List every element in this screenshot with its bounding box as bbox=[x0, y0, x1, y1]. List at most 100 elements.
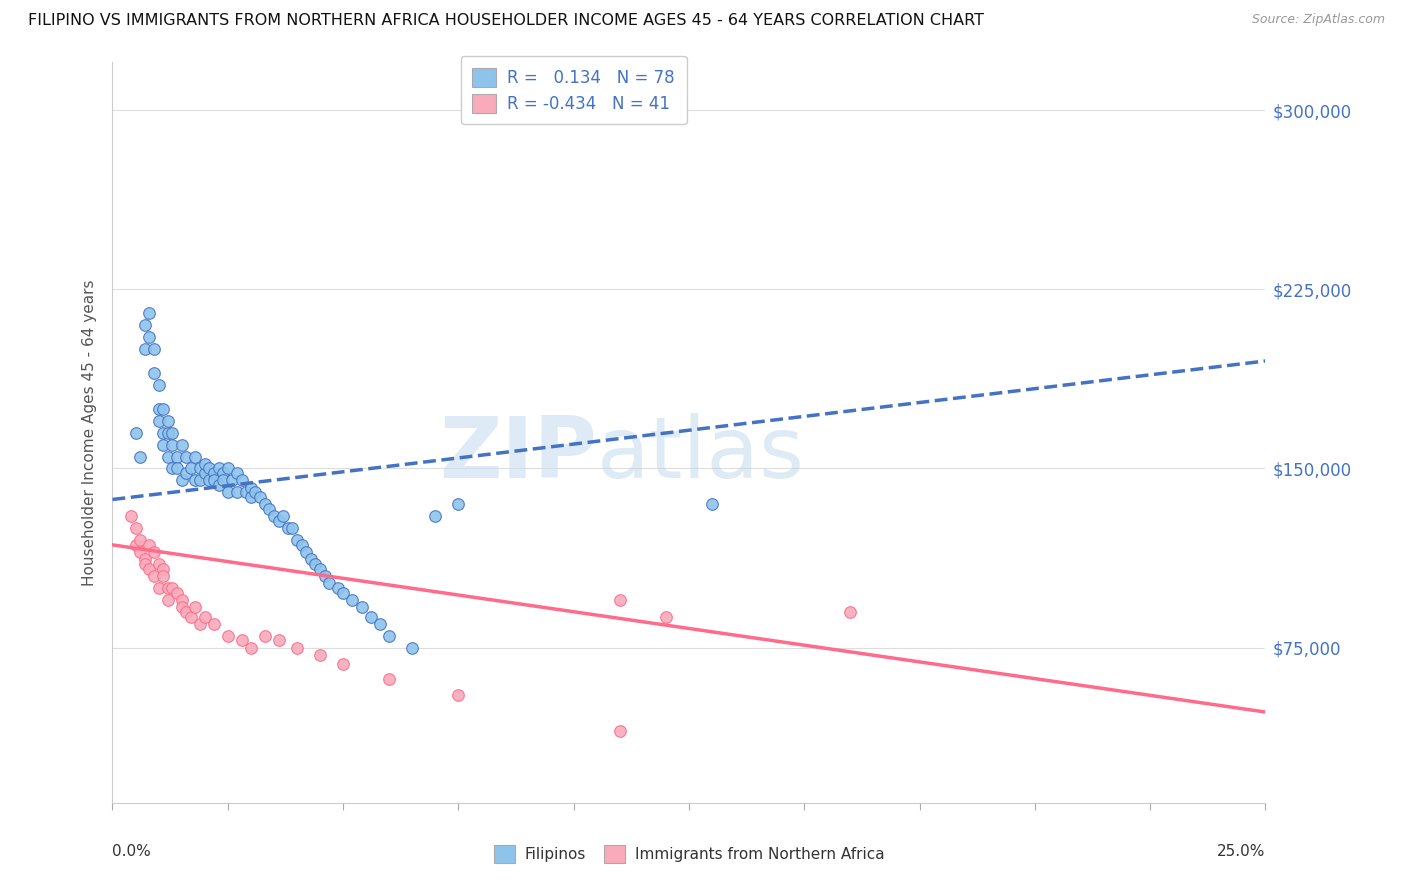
Point bbox=[134, 318, 156, 333]
Point bbox=[143, 545, 166, 559]
Point bbox=[202, 467, 225, 481]
Legend: Filipinos, Immigrants from Northern Africa: Filipinos, Immigrants from Northern Afri… bbox=[488, 839, 890, 869]
Point bbox=[231, 633, 253, 648]
Point bbox=[174, 605, 197, 619]
Point bbox=[217, 461, 239, 475]
Point bbox=[212, 467, 235, 481]
Point bbox=[226, 485, 249, 500]
Point bbox=[239, 640, 262, 655]
Point bbox=[162, 581, 184, 595]
Point bbox=[239, 481, 262, 495]
Point bbox=[194, 457, 217, 471]
Point bbox=[277, 521, 299, 535]
Point bbox=[447, 689, 470, 703]
Point bbox=[332, 585, 354, 599]
Point bbox=[281, 521, 304, 535]
Point bbox=[609, 592, 631, 607]
Point bbox=[253, 629, 276, 643]
Point bbox=[188, 616, 211, 631]
Point bbox=[378, 672, 401, 686]
Point bbox=[180, 609, 202, 624]
Point bbox=[221, 474, 243, 488]
Point bbox=[198, 474, 221, 488]
Point bbox=[249, 490, 271, 504]
Point bbox=[156, 414, 179, 428]
Point bbox=[447, 497, 470, 511]
Point bbox=[194, 609, 217, 624]
Point bbox=[170, 437, 193, 451]
Point bbox=[839, 605, 862, 619]
Text: Source: ZipAtlas.com: Source: ZipAtlas.com bbox=[1251, 13, 1385, 27]
Point bbox=[425, 509, 447, 524]
Point bbox=[207, 461, 229, 475]
Point bbox=[198, 461, 221, 475]
Point bbox=[259, 502, 281, 516]
Point bbox=[162, 461, 184, 475]
Point bbox=[138, 562, 160, 576]
Point bbox=[226, 467, 249, 481]
Point bbox=[299, 552, 322, 566]
Point bbox=[368, 616, 391, 631]
Point bbox=[143, 342, 166, 356]
Point bbox=[148, 414, 170, 428]
Point bbox=[239, 490, 262, 504]
Text: ZIP: ZIP bbox=[439, 413, 596, 496]
Point bbox=[138, 538, 160, 552]
Point bbox=[152, 401, 174, 416]
Text: 0.0%: 0.0% bbox=[112, 844, 152, 858]
Point bbox=[143, 366, 166, 380]
Text: FILIPINO VS IMMIGRANTS FROM NORTHERN AFRICA HOUSEHOLDER INCOME AGES 45 - 64 YEAR: FILIPINO VS IMMIGRANTS FROM NORTHERN AFR… bbox=[28, 13, 984, 29]
Point bbox=[152, 562, 174, 576]
Point bbox=[207, 478, 229, 492]
Y-axis label: Householder Income Ages 45 - 64 years: Householder Income Ages 45 - 64 years bbox=[82, 279, 97, 586]
Point bbox=[700, 497, 723, 511]
Point bbox=[156, 425, 179, 440]
Point bbox=[138, 306, 160, 320]
Point bbox=[350, 599, 373, 614]
Point bbox=[609, 724, 631, 739]
Point bbox=[170, 599, 193, 614]
Point bbox=[148, 557, 170, 571]
Point bbox=[290, 538, 312, 552]
Point bbox=[152, 437, 174, 451]
Point bbox=[328, 581, 350, 595]
Point bbox=[180, 461, 202, 475]
Point bbox=[267, 633, 290, 648]
Point bbox=[360, 609, 382, 624]
Point bbox=[152, 569, 174, 583]
Point bbox=[188, 474, 211, 488]
Point bbox=[309, 562, 332, 576]
Point bbox=[148, 401, 170, 416]
Text: 25.0%: 25.0% bbox=[1218, 844, 1265, 858]
Point bbox=[124, 521, 146, 535]
Point bbox=[134, 342, 156, 356]
Point bbox=[318, 576, 340, 591]
Point bbox=[143, 569, 166, 583]
Point bbox=[188, 461, 211, 475]
Point bbox=[166, 461, 188, 475]
Point bbox=[212, 474, 235, 488]
Point bbox=[148, 377, 170, 392]
Point bbox=[124, 425, 146, 440]
Point bbox=[314, 569, 336, 583]
Point bbox=[235, 485, 257, 500]
Point bbox=[304, 557, 326, 571]
Point bbox=[202, 474, 225, 488]
Point bbox=[156, 450, 179, 464]
Text: atlas: atlas bbox=[596, 413, 804, 496]
Point bbox=[184, 599, 207, 614]
Point bbox=[267, 514, 290, 528]
Point bbox=[217, 485, 239, 500]
Point bbox=[342, 592, 364, 607]
Point bbox=[170, 474, 193, 488]
Point bbox=[245, 485, 267, 500]
Point bbox=[184, 474, 207, 488]
Point bbox=[129, 450, 152, 464]
Point bbox=[162, 425, 184, 440]
Point bbox=[148, 581, 170, 595]
Point bbox=[253, 497, 276, 511]
Point bbox=[309, 648, 332, 662]
Point bbox=[170, 592, 193, 607]
Point bbox=[129, 533, 152, 547]
Point bbox=[156, 592, 179, 607]
